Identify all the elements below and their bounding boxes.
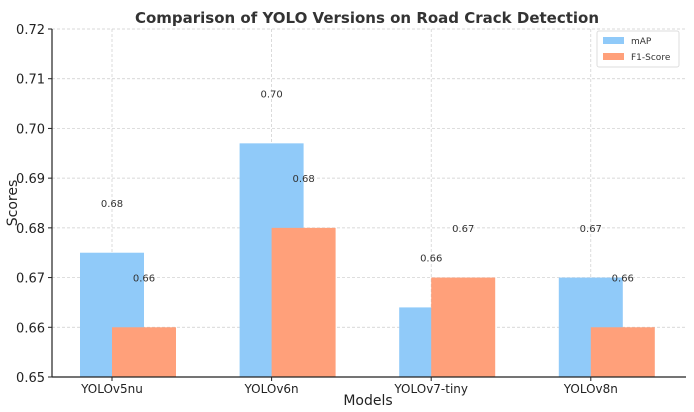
data-label: 0.66 — [133, 274, 155, 285]
y-tick-label: 0.69 — [16, 172, 45, 187]
data-labels: 0.68 0.70 0.66 0.67 0.66 0.68 0.67 0.66 — [101, 90, 634, 285]
y-tick-label: 0.66 — [16, 321, 45, 336]
data-label: 0.68 — [101, 199, 123, 210]
axes: 0.65 0.66 0.67 0.68 0.69 0.70 0.71 0.72 YOLOv5nu… — [16, 23, 686, 396]
bar-f1 — [112, 327, 176, 377]
bar-f1 — [431, 277, 496, 377]
data-label: 0.66 — [420, 254, 442, 265]
data-label: 0.68 — [292, 174, 314, 185]
data-label: 0.67 — [452, 224, 474, 235]
legend-label-map: mAP — [631, 37, 652, 47]
data-label: 0.70 — [260, 90, 282, 101]
y-tick-label: 0.67 — [16, 272, 45, 287]
bars — [80, 143, 655, 377]
chart-title: Comparison of YOLO Versions on Road Crac… — [135, 9, 599, 27]
bar-f1 — [271, 227, 336, 377]
legend-swatch-map — [603, 37, 624, 44]
x-tick-label: YOLOv5nu — [80, 382, 143, 396]
x-tick-label: YOLOv6n — [244, 382, 299, 396]
data-label: 0.67 — [580, 224, 602, 235]
bar-f1 — [590, 327, 655, 377]
data-label: 0.66 — [612, 274, 634, 285]
y-tick-label: 0.65 — [16, 371, 45, 386]
legend-label-f1: F1-Score — [631, 53, 671, 63]
legend: mAP F1-Score — [596, 30, 680, 68]
y-tick-label: 0.70 — [16, 122, 45, 137]
y-tick-label: 0.68 — [16, 222, 45, 237]
y-tick-label: 0.72 — [16, 23, 45, 38]
legend-swatch-f1 — [603, 53, 624, 60]
x-axis-label: Models — [343, 393, 392, 408]
y-axis-label: Scores — [5, 180, 21, 227]
x-tick-label: YOLOv7-tiny — [393, 382, 468, 396]
x-tick-label: YOLOv8n — [563, 382, 618, 396]
y-tick-label: 0.71 — [16, 73, 45, 88]
